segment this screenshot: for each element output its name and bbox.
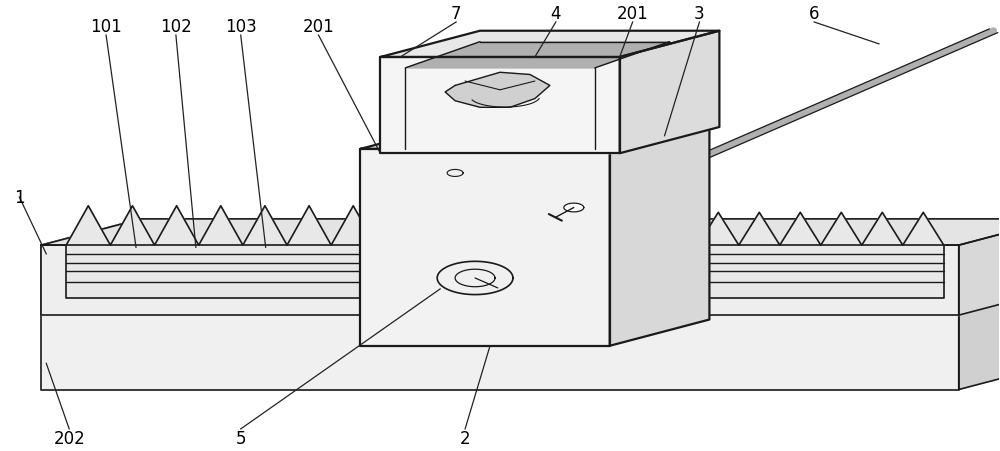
Polygon shape [41,246,959,390]
Text: 2: 2 [460,429,470,447]
Text: 102: 102 [160,18,192,36]
Polygon shape [41,219,1000,246]
Polygon shape [959,219,1000,390]
Text: 1: 1 [14,189,25,207]
Polygon shape [437,262,513,295]
Text: 5: 5 [235,429,246,447]
Polygon shape [447,170,463,177]
Polygon shape [360,123,709,150]
Polygon shape [570,246,959,315]
Polygon shape [575,213,944,298]
Text: 6: 6 [809,5,819,23]
Text: 201: 201 [303,18,334,36]
Polygon shape [380,219,480,315]
Polygon shape [360,150,610,346]
Polygon shape [570,219,1000,246]
Polygon shape [66,206,375,298]
Polygon shape [41,246,380,315]
Polygon shape [564,204,584,212]
Polygon shape [620,32,719,154]
Polygon shape [405,42,670,69]
Text: 201: 201 [617,5,649,23]
Text: 7: 7 [451,5,461,23]
Polygon shape [959,219,1000,315]
Text: 4: 4 [551,5,561,23]
Polygon shape [41,219,480,246]
Polygon shape [610,123,709,346]
Text: 3: 3 [694,5,705,23]
Text: 101: 101 [90,18,122,36]
Polygon shape [380,32,719,58]
Polygon shape [380,58,620,154]
Text: 103: 103 [225,18,257,36]
Polygon shape [445,73,550,108]
Text: 202: 202 [53,429,85,447]
